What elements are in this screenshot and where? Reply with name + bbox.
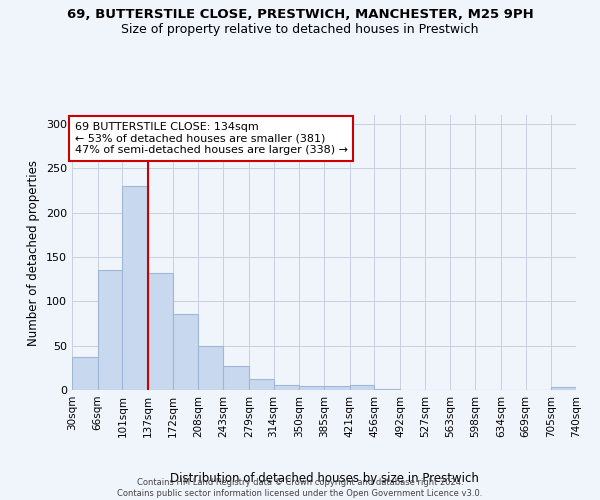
Text: 69, BUTTERSTILE CLOSE, PRESTWICH, MANCHESTER, M25 9PH: 69, BUTTERSTILE CLOSE, PRESTWICH, MANCHE… — [67, 8, 533, 20]
Text: Contains HM Land Registry data © Crown copyright and database right 2024.
Contai: Contains HM Land Registry data © Crown c… — [118, 478, 482, 498]
Bar — [551, 388, 576, 390]
Bar — [223, 366, 249, 390]
Text: Size of property relative to detached houses in Prestwich: Size of property relative to detached ho… — [121, 22, 479, 36]
Bar — [274, 384, 299, 390]
Bar — [249, 380, 274, 390]
Bar — [299, 386, 324, 390]
Bar — [199, 346, 223, 390]
Bar — [374, 389, 400, 390]
Bar — [173, 314, 199, 390]
Bar — [122, 186, 148, 390]
Y-axis label: Number of detached properties: Number of detached properties — [28, 160, 40, 346]
Bar — [350, 384, 374, 390]
Text: 69 BUTTERSTILE CLOSE: 134sqm
← 53% of detached houses are smaller (381)
47% of s: 69 BUTTERSTILE CLOSE: 134sqm ← 53% of de… — [74, 122, 347, 155]
Bar — [98, 270, 122, 390]
Bar — [148, 273, 173, 390]
Text: Distribution of detached houses by size in Prestwich: Distribution of detached houses by size … — [170, 472, 478, 485]
Bar — [324, 386, 350, 390]
Bar — [72, 357, 98, 390]
